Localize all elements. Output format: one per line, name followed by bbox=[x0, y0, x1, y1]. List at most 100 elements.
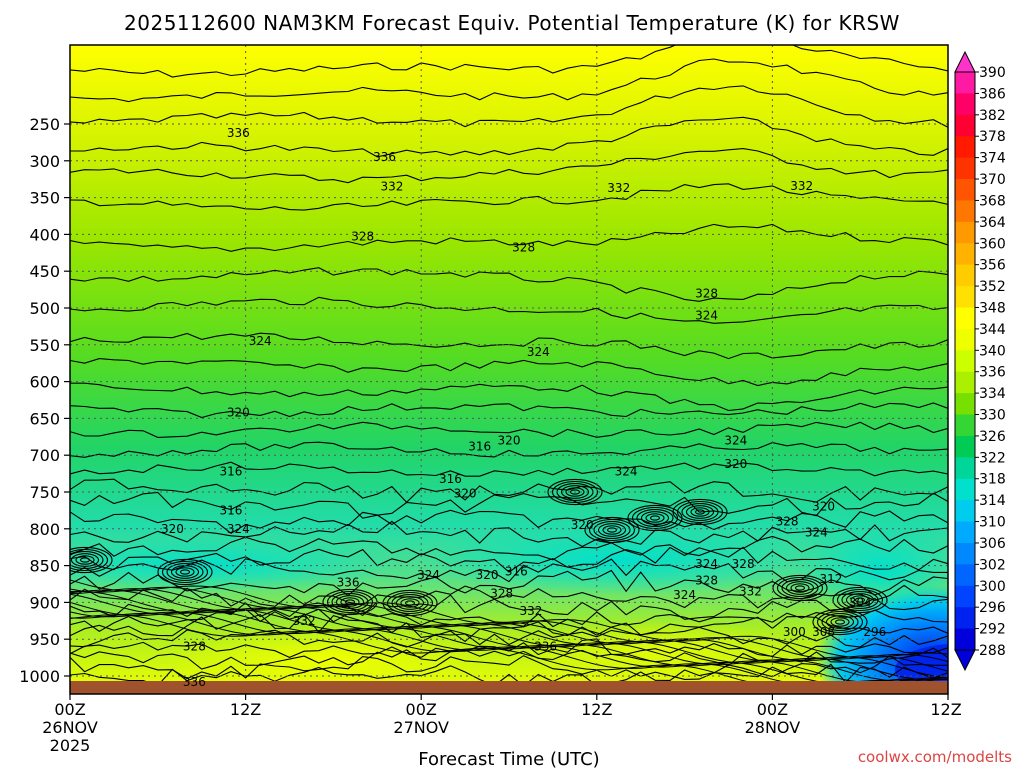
contour-label: 328 bbox=[695, 573, 718, 587]
contour-label: 328 bbox=[490, 587, 513, 601]
contour-label: 336 bbox=[183, 675, 206, 689]
y-axis: 250 300 350 400 450 500 550 600 650 700 750 800 850 9… bbox=[19, 115, 70, 686]
colorbar-label: 356 bbox=[979, 258, 1006, 274]
contour-label: 324 bbox=[695, 557, 718, 571]
contour-line bbox=[70, 535, 948, 561]
colorbar-segment bbox=[955, 500, 975, 523]
colorbar-segment bbox=[955, 264, 975, 287]
closed-contour bbox=[565, 487, 585, 497]
x-tick-label: 27NOV bbox=[393, 718, 449, 737]
contour-line bbox=[70, 267, 948, 302]
contour-label-text: 328 bbox=[351, 230, 374, 244]
colorbar-segment bbox=[955, 114, 975, 137]
colorbar-segment bbox=[955, 435, 975, 458]
contour-label: 316 bbox=[505, 564, 528, 578]
contour-label: 316 bbox=[220, 464, 243, 478]
closed-contour bbox=[335, 595, 365, 609]
colorbar-label: 326 bbox=[979, 429, 1006, 445]
contour-label-text: 336 bbox=[373, 150, 396, 164]
colorbar-label: 340 bbox=[979, 343, 1006, 359]
contour-label: 308 bbox=[812, 625, 835, 639]
closed-contour bbox=[175, 567, 195, 577]
y-tick-label: 750 bbox=[29, 483, 60, 502]
closed-contour bbox=[685, 505, 715, 519]
contour-label-text: 332 bbox=[519, 604, 542, 618]
colorbar-segment bbox=[955, 521, 975, 544]
colorbar-segment bbox=[955, 200, 975, 223]
contour-label-text: 336 bbox=[337, 576, 360, 590]
x-tick-label: 12Z bbox=[581, 700, 612, 719]
contour-label: 324 bbox=[805, 525, 828, 539]
closed-contour bbox=[676, 500, 724, 524]
colorbar-label: 368 bbox=[979, 193, 1006, 209]
contour-label: 336 bbox=[373, 150, 396, 164]
contour-label-text: 312 bbox=[819, 572, 842, 586]
contour-label-text: 300 bbox=[783, 625, 806, 639]
contour-line bbox=[70, 116, 948, 158]
contour-label-text: 332 bbox=[739, 584, 762, 598]
contour-label-text: 328 bbox=[695, 286, 718, 300]
colorbar-label: 352 bbox=[979, 279, 1006, 295]
contour-line bbox=[70, 520, 948, 548]
contour-label: 328 bbox=[351, 230, 374, 244]
x-tick-label: 28NOV bbox=[745, 718, 801, 737]
closed-contour bbox=[690, 507, 710, 517]
x-tick-label: 00Z bbox=[54, 700, 85, 719]
credit-link[interactable]: coolwx.com/modelts bbox=[858, 748, 1012, 766]
closed-contour bbox=[602, 525, 622, 535]
colorbar-segment bbox=[955, 286, 975, 308]
y-tick-label: 300 bbox=[29, 152, 60, 171]
closed-contour bbox=[179, 569, 191, 575]
contour-line bbox=[70, 647, 948, 670]
colorbar-label: 348 bbox=[979, 300, 1006, 316]
closed-contour bbox=[386, 591, 434, 615]
colorbar-segment bbox=[955, 414, 975, 437]
x-axis-label: Forecast Time (UTC) bbox=[418, 749, 599, 768]
colorbar-segment bbox=[955, 221, 975, 244]
contour-label: 324 bbox=[249, 334, 272, 348]
colorbar-label: 302 bbox=[979, 557, 1006, 573]
colorbar-segment bbox=[955, 350, 975, 373]
colorbar-segment bbox=[955, 243, 975, 266]
closed-contour bbox=[547, 478, 603, 506]
closed-contour bbox=[400, 598, 420, 608]
contour-label: 316 bbox=[220, 503, 243, 517]
closed-contour bbox=[781, 579, 819, 597]
closed-contour bbox=[821, 613, 859, 631]
colorbar-label: 386 bbox=[979, 86, 1006, 102]
colorbar: 390 386 382 378 374 370 368 364 360 356 352 348 344 3… bbox=[954, 50, 1006, 672]
contour-label: 324 bbox=[615, 464, 638, 478]
contour-label: 332 bbox=[293, 614, 316, 628]
x-tick-label: 00Z bbox=[757, 700, 788, 719]
closed-contour bbox=[854, 597, 866, 603]
colorbar-frame bbox=[954, 71, 976, 651]
closed-contour bbox=[776, 576, 824, 600]
closed-contour bbox=[70, 548, 109, 572]
contour-label-text: 324 bbox=[227, 522, 250, 536]
closed-contour bbox=[790, 583, 810, 593]
colorbar-min-arrow bbox=[954, 649, 976, 672]
contour-label: 324 bbox=[724, 433, 747, 447]
contour-label-text: 328 bbox=[183, 640, 206, 654]
contour-label: 332 bbox=[380, 180, 403, 194]
contour-label-text: 336 bbox=[534, 640, 557, 654]
y-tick-label: 600 bbox=[29, 373, 60, 392]
colorbar-segment bbox=[955, 72, 975, 94]
contour-label-text: 324 bbox=[527, 345, 550, 359]
contour-line bbox=[70, 491, 948, 519]
contour-label: 324 bbox=[673, 588, 696, 602]
closed-contour bbox=[593, 521, 631, 539]
contour-label: 332 bbox=[519, 604, 542, 618]
closed-contour bbox=[70, 553, 100, 567]
colorbar-segment bbox=[955, 179, 975, 201]
colorbar-label: 378 bbox=[979, 129, 1006, 145]
closed-contour bbox=[841, 591, 879, 609]
contour-label-text: 328 bbox=[490, 587, 513, 601]
contour-label: 328 bbox=[183, 640, 206, 654]
contour-label: 328 bbox=[776, 514, 799, 528]
closed-contour bbox=[636, 509, 674, 527]
contour-label-text: 316 bbox=[220, 464, 243, 478]
contour-label-text: 308 bbox=[812, 625, 835, 639]
